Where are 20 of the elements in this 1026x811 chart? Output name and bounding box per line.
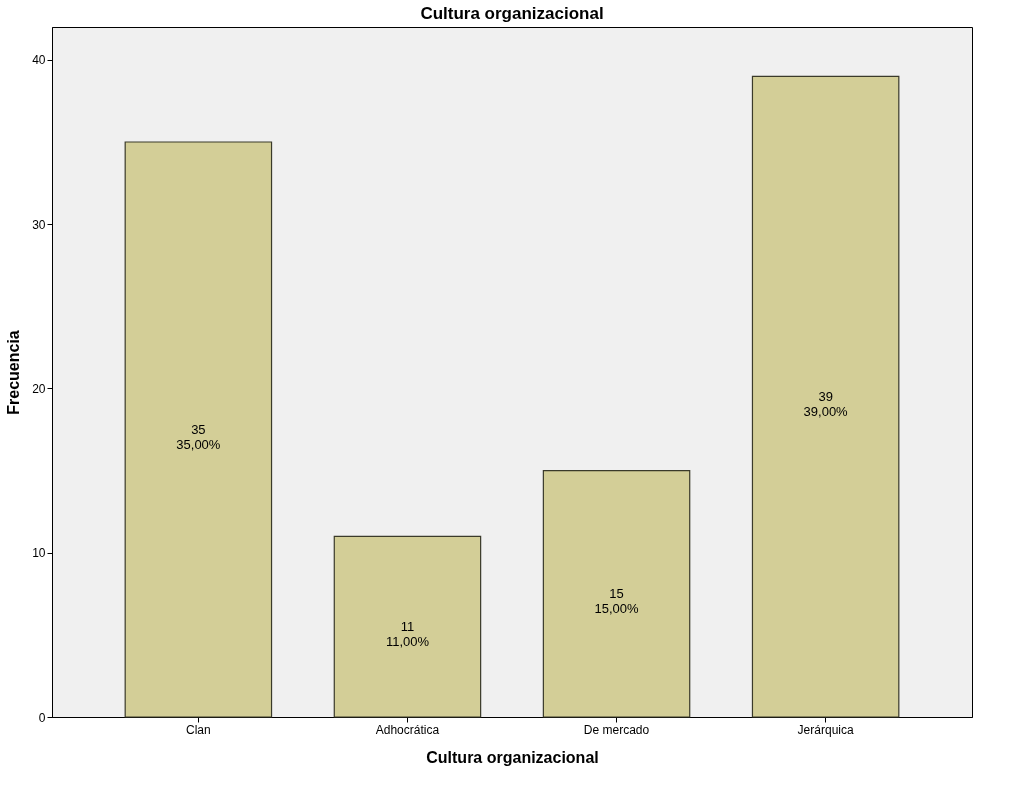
bar	[542, 469, 691, 718]
data-label: 39 39,00%	[803, 388, 849, 419]
bar	[751, 75, 900, 718]
chart-title: Cultura organizacional	[420, 4, 604, 23]
bar	[333, 535, 482, 718]
x-tick-label: Jerárquica	[797, 722, 854, 737]
y-axis-title: Frecuencia	[5, 330, 23, 415]
y-tick-label: 40	[32, 53, 46, 68]
y-tick-label: 0	[38, 710, 46, 725]
y-tick-label: 20	[32, 381, 46, 396]
y-tick-label: 10	[32, 546, 46, 561]
bar	[124, 141, 273, 718]
y-tick-label: 30	[32, 217, 46, 232]
x-tick-label: De mercado	[583, 722, 650, 737]
data-label: 15 15,00%	[594, 585, 640, 616]
data-label: 11 11,00%	[385, 618, 430, 649]
x-axis-title: Cultura organizacional	[426, 748, 599, 766]
x-tick-label: Adhocrática	[375, 722, 440, 737]
data-label: 35 35,00%	[176, 421, 221, 452]
x-tick-label: Clan	[186, 722, 211, 737]
